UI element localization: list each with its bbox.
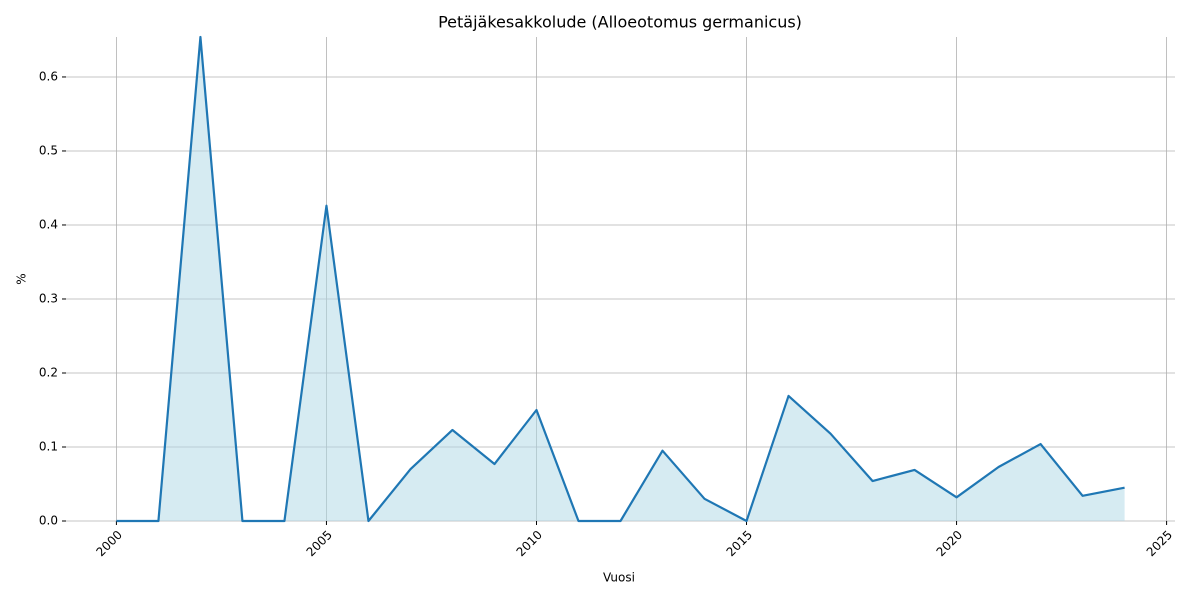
x-tick-label: 2005 bbox=[304, 528, 335, 559]
x-tick-label: 2020 bbox=[934, 528, 965, 559]
y-tick-label: 0.2 bbox=[39, 365, 58, 379]
y-axis-label: % bbox=[15, 273, 29, 284]
x-axis-label: Vuosi bbox=[603, 571, 635, 585]
y-tick-label: 0.4 bbox=[39, 217, 58, 231]
chart-title: Petäjäkesakkolude (Alloeotomus germanicu… bbox=[438, 13, 802, 32]
y-tick-label: 0.5 bbox=[39, 143, 58, 157]
y-tick-label: 0.6 bbox=[39, 69, 58, 83]
y-tick-label: 0.3 bbox=[39, 291, 58, 305]
y-tick-label: 0.0 bbox=[39, 514, 58, 528]
x-tick-label: 2015 bbox=[724, 528, 755, 559]
x-tick-label: 2000 bbox=[94, 528, 125, 559]
x-tick-label: 2025 bbox=[1144, 528, 1175, 559]
y-tick-label: 0.1 bbox=[39, 439, 58, 453]
area-fill bbox=[116, 37, 1125, 521]
line bbox=[116, 35, 1125, 523]
x-tick-label: 2010 bbox=[514, 528, 545, 559]
